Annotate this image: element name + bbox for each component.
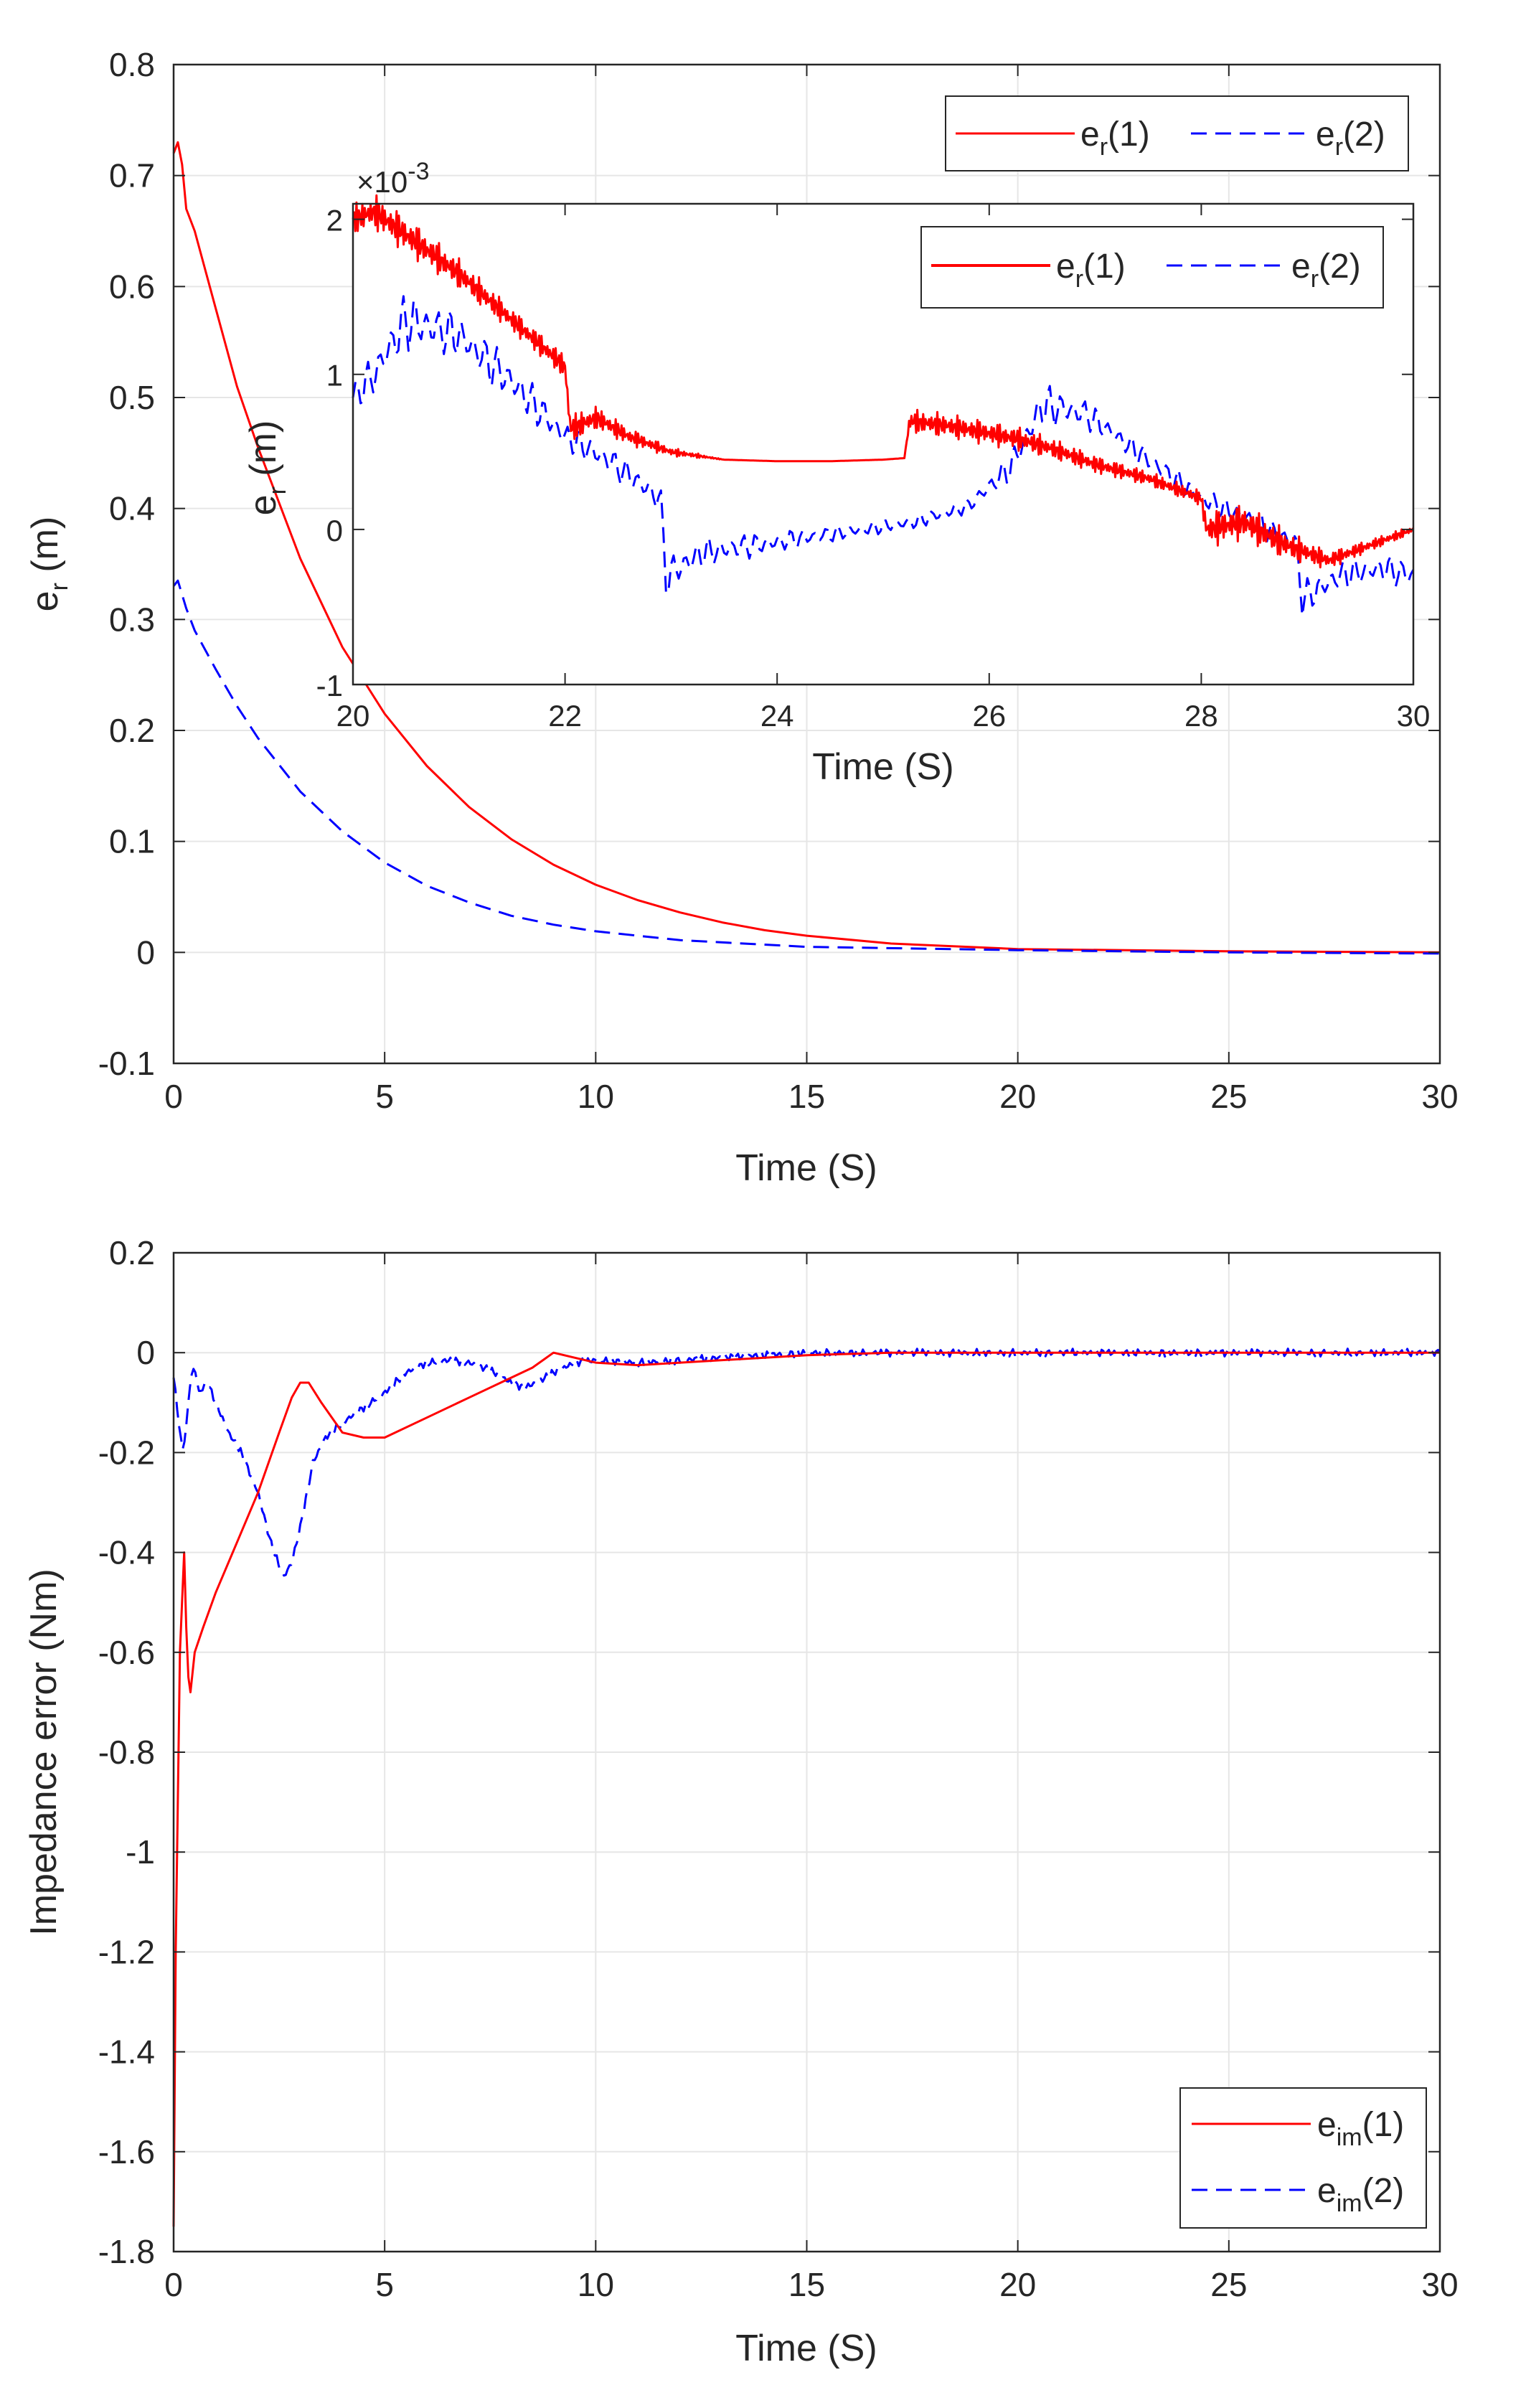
top-x-tick-label: 30 — [1421, 1078, 1458, 1115]
bottom-x-tick-label: 25 — [1210, 2266, 1247, 2303]
top-x-axis-label: Time (S) — [735, 1147, 877, 1189]
inset-x-tick-label: 20 — [336, 699, 370, 733]
inset-x-tick-label: 28 — [1184, 699, 1218, 733]
top-x-tick-label: 0 — [164, 1078, 183, 1115]
inset-x-tick-label: 24 — [760, 699, 794, 733]
bottom-y-tick-label: -0.8 — [98, 1734, 155, 1771]
bottom-y-axis-label: Impedance error (Nm) — [23, 1569, 65, 1935]
bottom-x-tick-label: 5 — [375, 2266, 394, 2303]
bottom-legend: eim(1) eim(2) — [1180, 2088, 1426, 2228]
inset-x-tick-label: 30 — [1397, 699, 1431, 733]
top-x-tick-label: 15 — [788, 1078, 825, 1115]
inset-y-tick-label: 2 — [326, 204, 343, 237]
top-x-tick-label: 5 — [375, 1078, 394, 1115]
bottom-y-tick-label: 0.2 — [109, 1234, 155, 1271]
bottom-y-tick-label: -1.6 — [98, 2133, 155, 2171]
inset-y-tick-label: 1 — [326, 359, 343, 392]
inset-y-axis-label: er (m) — [242, 420, 291, 516]
bottom-y-tick-label: -0.4 — [98, 1534, 155, 1571]
bottom-y-tick-label: -1.4 — [98, 2033, 155, 2071]
bottom-y-tick-label: -1 — [126, 1833, 155, 1871]
top-y-tick-label: 0.4 — [109, 490, 155, 527]
figure: 0 5 10 15 20 25 30 0.80.70.60.50.40.30.20.10-0… — [0, 0, 1531, 2408]
top-y-tick-label: 0.8 — [109, 46, 155, 83]
inset-x-tick-label: 26 — [972, 699, 1006, 733]
bottom-y-tick-label: -1.8 — [98, 2233, 155, 2270]
bottom-y-tick-label: 0 — [136, 1334, 155, 1371]
top-y-tick-label: 0.2 — [109, 712, 155, 749]
top-y-tick-label: 0.3 — [109, 601, 155, 638]
top-x-tick-label: 10 — [578, 1078, 614, 1115]
top-y-tick-label: 0.7 — [109, 157, 155, 194]
top-y-tick-label: 0.1 — [109, 823, 155, 860]
bottom-x-tick-label: 20 — [999, 2266, 1036, 2303]
bottom-x-tick-label: 10 — [578, 2266, 614, 2303]
bottom-x-tick-label: 15 — [788, 2266, 825, 2303]
top-x-tick-label: 20 — [999, 1078, 1036, 1115]
bottom-y-tick-label: -1.2 — [98, 1933, 155, 1970]
bottom-x-axis-label: Time (S) — [735, 2328, 877, 2369]
top-y-tick-label: 0.6 — [109, 268, 155, 305]
top-y-axis-label: er (m) — [24, 517, 73, 612]
top-legend: er(1) er(2) — [946, 96, 1408, 171]
inset-x-tick-label: 22 — [548, 699, 582, 733]
bottom-x-tick-label: 0 — [164, 2266, 183, 2303]
top-y-tick-label: 0.5 — [109, 379, 155, 416]
top-x-tick-label: 25 — [1210, 1078, 1247, 1115]
inset-y-tick-label: -1 — [316, 669, 343, 702]
bottom-x-tick-label: 30 — [1421, 2266, 1458, 2303]
top-y-tick-label: -0.1 — [98, 1045, 155, 1082]
inset-legend: er(1) er(2) — [921, 227, 1383, 308]
inset-y-tick-label: 0 — [326, 514, 343, 547]
bottom-y-tick-label: -0.2 — [98, 1434, 155, 1471]
top-y-tick-label: 0 — [136, 933, 155, 971]
inset-x-axis-label: Time (S) — [812, 746, 953, 788]
bottom-y-tick-label: -0.6 — [98, 1634, 155, 1671]
